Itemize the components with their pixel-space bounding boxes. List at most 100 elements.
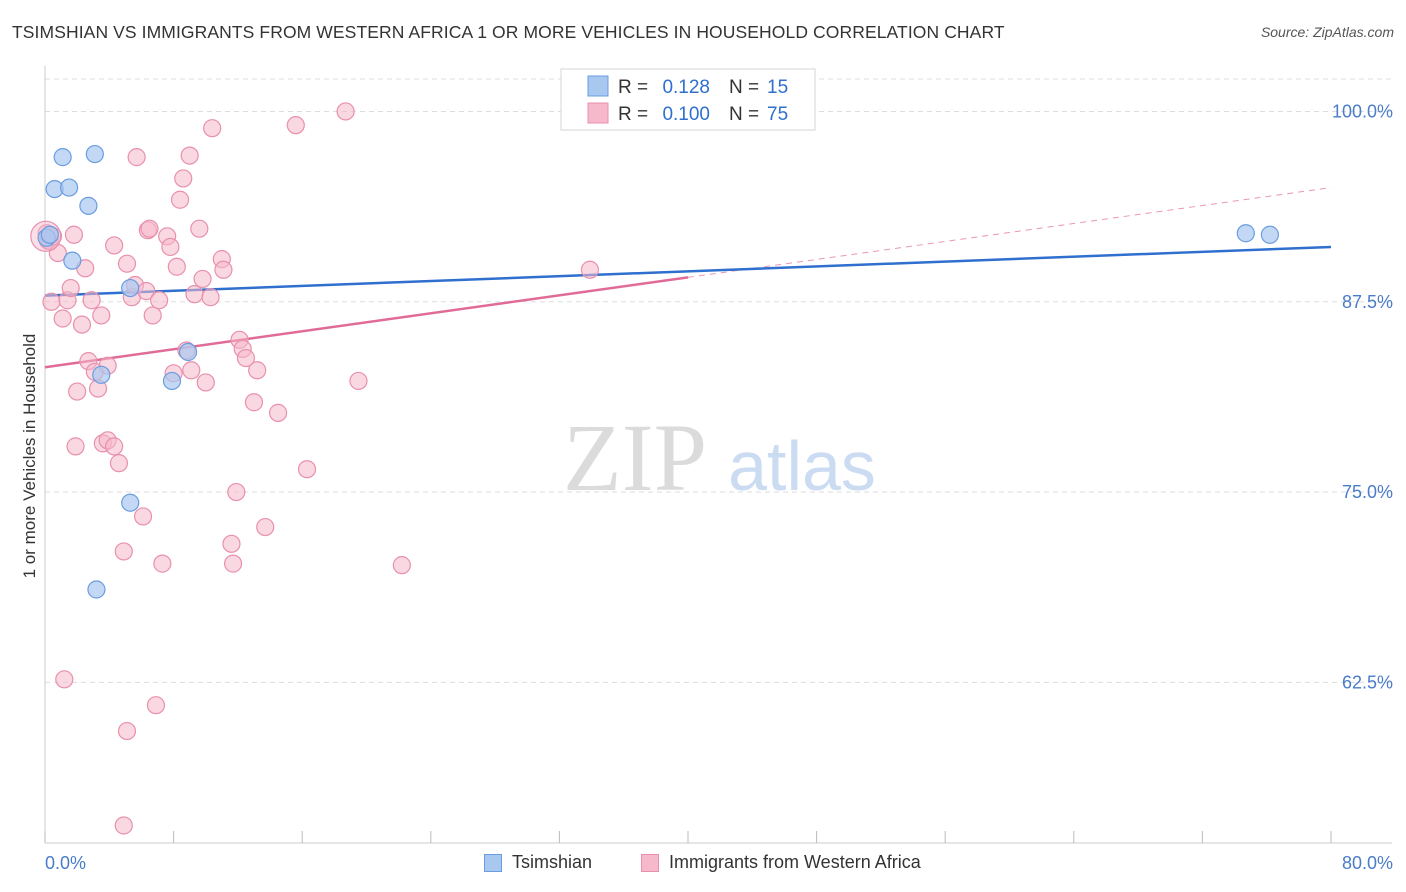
legend-swatch-tsimshian [484,853,502,872]
y-tick-label-1: 75.0% [1342,482,1393,502]
point-western-africa-50 [190,219,209,238]
point-western-africa-64 [248,361,267,380]
point-western-africa-45 [174,169,193,188]
point-western-africa-35 [140,219,159,238]
legend-item-western-africa: Immigrants from Western Africa [641,852,921,873]
point-western-africa-57 [222,534,241,553]
y-axis-label: 1 or more Vehicles in Household [20,334,39,579]
point-western-africa-41 [161,237,180,257]
point-tsimshian-7 [85,144,104,164]
point-western-africa-63 [244,393,264,412]
point-tsimshian-6 [79,196,98,215]
legend-r-label-2: R = [618,104,648,125]
point-western-africa-12 [68,382,87,401]
legend-n-value-2: 75 [767,104,788,125]
point-western-africa-53 [201,288,220,307]
x-tick-label-0: 0.0% [45,853,86,873]
point-western-africa-70 [349,371,368,391]
legend-swatch-blue [587,75,609,97]
legend-r-value-1: 0.128 [662,77,710,98]
point-western-africa-48 [182,361,201,380]
point-western-africa-73 [114,816,133,835]
point-western-africa-56 [214,260,233,279]
point-western-africa-72 [580,260,600,279]
point-western-africa-24 [105,437,124,456]
point-western-africa-16 [82,291,101,310]
watermark-zip: ZIP [563,404,707,511]
legend-swatch-western-africa [641,853,659,872]
point-tsimshian-8 [87,580,106,599]
point-western-africa-7 [55,670,74,689]
point-tsimshian-13 [178,342,198,362]
point-tsimshian-12 [162,371,182,391]
point-western-africa-51 [193,269,212,289]
point-western-africa-10 [64,225,84,244]
point-western-africa-28 [117,254,137,273]
point-western-africa-47 [180,146,199,165]
point-tsimshian-10 [121,278,140,298]
point-western-africa-6 [53,309,72,328]
legend-bottom: Tsimshian Immigrants from Western Africa [0,852,1406,878]
series-immigrants-western-africa [30,102,600,835]
trend-lines [44,187,1332,369]
point-western-africa-52 [196,373,215,392]
legend-swatch-pink [587,102,609,124]
legend-item-tsimshian: Tsimshian [484,852,592,873]
point-tsimshian-4 [60,178,79,197]
legend-n-label-1: N = [729,77,759,98]
point-western-africa-13 [72,315,92,334]
grid-lines [45,78,1392,683]
point-tsimshian-15 [1260,225,1280,244]
trend-line-western-africa [44,276,689,369]
point-western-africa-31 [127,148,146,167]
point-western-africa-62 [236,348,256,368]
point-tsimshian-3 [53,148,72,167]
legend-n-label-2: N = [729,104,759,125]
point-western-africa-3 [42,292,61,311]
point-western-africa-71 [392,556,411,575]
point-western-africa-11 [66,437,85,456]
x-tick-label-1: 80.0% [1342,853,1393,873]
point-western-africa-44 [170,190,190,209]
point-western-africa-68 [297,460,317,479]
point-western-africa-39 [153,554,172,573]
legend-top: R = 0.128 N = 15 R = 0.100 N = 75 [560,68,816,131]
point-western-africa-66 [268,403,288,422]
point-western-africa-54 [203,119,222,138]
chart-title: TSIMSHIAN VS IMMIGRANTS FROM WESTERN AFR… [12,22,1005,42]
y-tick-label-3: 100.0% [1332,101,1393,121]
point-western-africa-36 [143,306,162,325]
point-tsimshian-14 [1236,224,1255,243]
point-western-africa-9 [61,278,80,298]
trend-line-tsimshian [44,245,1332,297]
point-western-africa-65 [256,517,275,537]
trend-projection-western-africa [687,187,1332,278]
point-tsimshian-5 [63,251,82,270]
point-western-africa-25 [109,454,129,473]
point-western-africa-43 [167,257,186,276]
legend-label-tsimshian: Tsimshian [512,852,593,872]
axes [44,66,1392,844]
legend-r-label-1: R = [618,77,648,98]
point-western-africa-58 [223,554,243,573]
y-tick-label-0: 62.5% [1342,672,1393,692]
point-western-africa-32 [133,507,153,526]
point-western-africa-26 [114,542,133,561]
series-tsimshian [37,144,1280,599]
point-western-africa-49 [185,285,204,304]
point-tsimshian-1 [40,225,59,244]
watermark-atlas: atlas [728,427,876,505]
point-western-africa-37 [146,696,166,715]
legend-n-value-1: 15 [767,77,788,98]
point-western-africa-69 [336,102,355,121]
point-tsimshian-11 [121,493,140,512]
tick-labels: 62.5% 75.0% 87.5% 100.0% 0.0% 80.0% [45,101,1393,873]
point-western-africa-38 [150,291,169,310]
point-western-africa-23 [105,236,124,255]
point-western-africa-67 [286,116,305,135]
y-tick-label-2: 87.5% [1342,292,1393,312]
legend-label-western-africa: Immigrants from Western Africa [669,852,921,872]
point-western-africa-27 [117,721,137,741]
point-western-africa-59 [227,482,246,502]
